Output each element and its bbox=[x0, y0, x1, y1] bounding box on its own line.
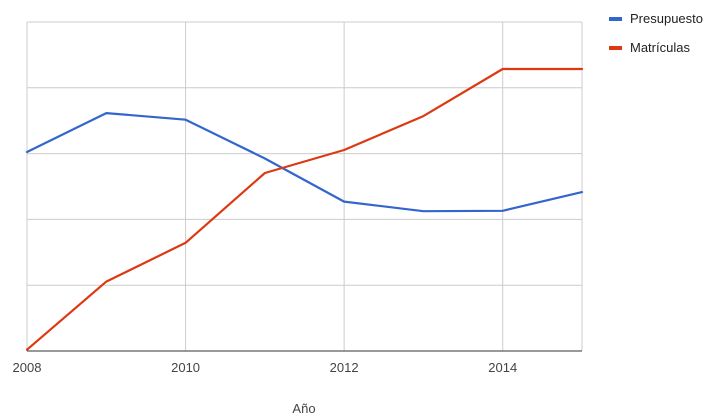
x-tick-label: 2012 bbox=[330, 360, 359, 375]
grid bbox=[26, 21, 583, 352]
x-tick-label: 2014 bbox=[488, 360, 517, 375]
legend-label: Matrículas bbox=[630, 40, 690, 55]
legend-label: Presupuesto bbox=[630, 11, 703, 26]
x-tick-label: 2010 bbox=[171, 360, 200, 375]
series-line-presupuesto bbox=[25, 111, 584, 213]
legend-swatch bbox=[609, 17, 622, 21]
series-lines bbox=[25, 67, 584, 351]
x-axis-title: Año bbox=[292, 401, 315, 414]
x-tick-label: 2008 bbox=[13, 360, 42, 375]
legend-swatch bbox=[609, 46, 622, 50]
x-axis-tick-labels: 2008 2010 2012 2014 bbox=[13, 360, 518, 375]
series-line-matrículas bbox=[25, 67, 584, 351]
legend: Presupuesto Matrículas bbox=[609, 11, 703, 55]
